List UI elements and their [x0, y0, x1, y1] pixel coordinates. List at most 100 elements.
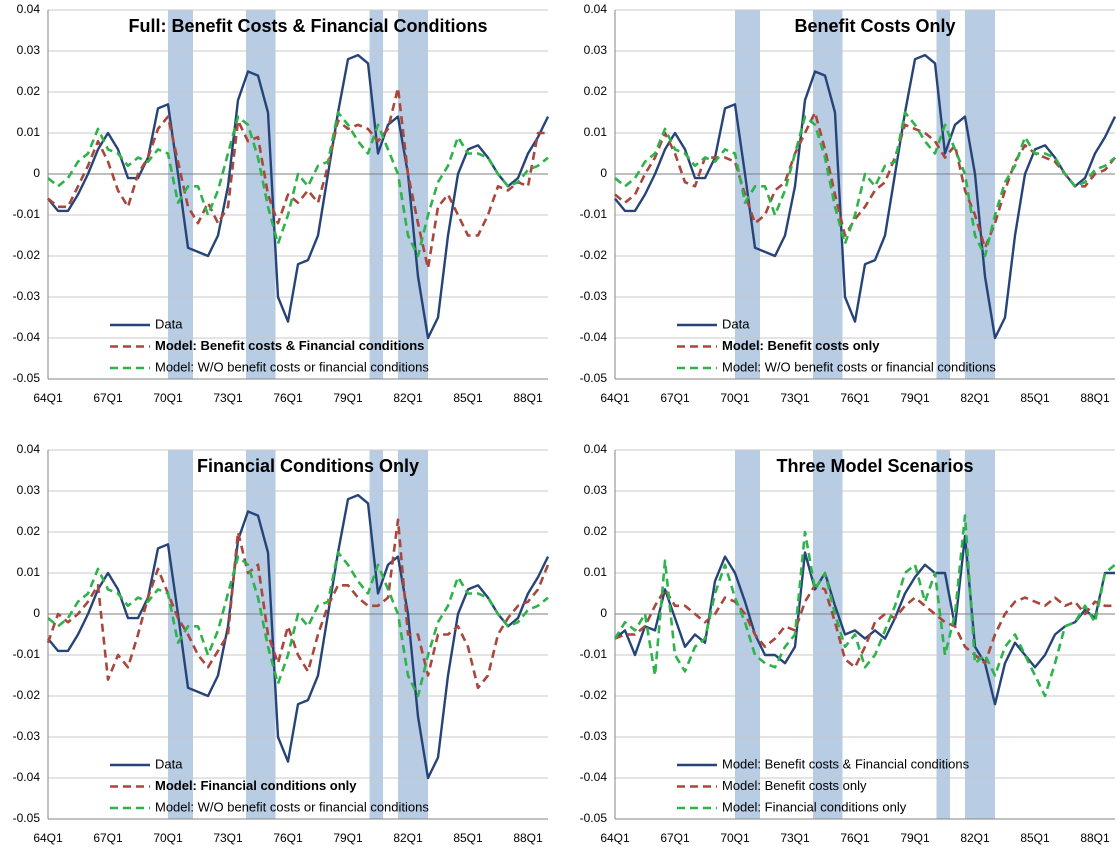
- x-tick-label: 79Q1: [333, 391, 363, 405]
- y-tick-label: 0.02: [584, 84, 608, 98]
- recession-band: [936, 10, 950, 379]
- y-tick-label: -0.05: [13, 811, 41, 825]
- recession-band: [398, 450, 428, 819]
- legend-label: Model: Financial conditions only: [155, 778, 357, 793]
- y-tick-label: -0.02: [13, 688, 41, 702]
- y-tick-label: -0.03: [580, 289, 608, 303]
- data-line: [613, 514, 1116, 698]
- y-tick-label: 0.03: [17, 43, 41, 57]
- legend-label: Model: Financial conditions only: [722, 799, 907, 814]
- chart-title: Full: Benefit Costs & Financial Conditio…: [128, 16, 487, 36]
- y-tick-label: -0.03: [13, 289, 41, 303]
- data-line: [614, 534, 1115, 706]
- x-tick-label: 82Q1: [393, 831, 423, 845]
- y-tick-label: -0.05: [580, 371, 608, 385]
- x-tick-label: 73Q1: [213, 391, 243, 405]
- y-tick-label: -0.02: [13, 248, 41, 262]
- x-tick-label: 76Q1: [840, 831, 870, 845]
- x-tick-label: 73Q1: [213, 831, 243, 845]
- x-tick-label: 70Q1: [153, 831, 183, 845]
- y-tick-label: -0.03: [13, 729, 41, 743]
- data-line: [47, 53, 550, 340]
- x-tick-label: 76Q1: [840, 391, 870, 405]
- y-tick-label: 0.01: [584, 125, 608, 139]
- y-tick-label: 0.02: [17, 84, 41, 98]
- y-tick-label: -0.04: [13, 330, 41, 344]
- x-tick-label: 67Q1: [660, 391, 690, 405]
- data-line: [47, 111, 549, 258]
- y-tick-label: 0: [33, 606, 40, 620]
- y-tick-label: 0.04: [584, 2, 608, 16]
- x-tick-label: 70Q1: [720, 831, 750, 845]
- x-tick-label: 88Q1: [1080, 391, 1110, 405]
- legend-label: Model: W/O benefit costs or financial co…: [155, 799, 429, 814]
- chart-title: Financial Conditions Only: [197, 456, 419, 476]
- recession-band: [813, 450, 843, 819]
- x-tick-label: 70Q1: [720, 391, 750, 405]
- y-tick-label: -0.03: [580, 729, 608, 743]
- x-tick-label: 85Q1: [1020, 391, 1050, 405]
- x-tick-label: 85Q1: [1020, 831, 1050, 845]
- recession-band: [965, 10, 995, 379]
- recession-band: [965, 450, 995, 819]
- y-tick-label: 0.01: [584, 565, 608, 579]
- legend-label: Data: [155, 316, 183, 331]
- recession-band: [813, 10, 843, 379]
- y-tick-label: 0.01: [17, 565, 41, 579]
- y-tick-label: -0.05: [13, 371, 41, 385]
- y-tick-label: -0.01: [13, 207, 41, 221]
- x-tick-label: 88Q1: [513, 831, 543, 845]
- data-line: [47, 86, 548, 270]
- legend-label: Model: W/O benefit costs or financial co…: [155, 359, 429, 374]
- y-tick-label: -0.04: [13, 770, 41, 784]
- x-tick-label: 79Q1: [900, 391, 930, 405]
- legend-label: Model: Benefit costs only: [722, 778, 867, 793]
- y-tick-label: -0.04: [580, 330, 608, 344]
- y-tick-label: 0.04: [584, 442, 608, 456]
- legend-label: Data: [722, 316, 750, 331]
- x-tick-label: 82Q1: [393, 391, 423, 405]
- y-tick-label: 0.04: [17, 2, 41, 16]
- data-line: [47, 493, 550, 780]
- y-tick-label: 0.03: [17, 483, 41, 497]
- chart-title: Benefit Costs Only: [794, 16, 955, 36]
- data-line: [614, 111, 1116, 258]
- x-tick-label: 82Q1: [960, 391, 990, 405]
- y-tick-label: 0: [600, 166, 607, 180]
- y-tick-label: 0.02: [584, 524, 608, 538]
- y-tick-label: 0: [33, 166, 40, 180]
- legend-label: Model: W/O benefit costs or financial co…: [722, 359, 996, 374]
- x-tick-label: 82Q1: [960, 831, 990, 845]
- legend-label: Model: Benefit costs & Financial conditi…: [722, 756, 970, 771]
- x-tick-label: 73Q1: [780, 391, 810, 405]
- x-tick-label: 64Q1: [600, 831, 630, 845]
- x-tick-label: 88Q1: [1080, 831, 1110, 845]
- x-tick-label: 85Q1: [453, 831, 483, 845]
- x-tick-label: 64Q1: [600, 391, 630, 405]
- x-tick-label: 67Q1: [93, 831, 123, 845]
- x-tick-label: 73Q1: [780, 831, 810, 845]
- x-tick-label: 79Q1: [900, 831, 930, 845]
- recession-band: [246, 10, 276, 379]
- data-line: [614, 584, 1115, 669]
- recession-band: [369, 10, 383, 379]
- y-tick-label: -0.01: [580, 207, 608, 221]
- x-tick-label: 67Q1: [93, 391, 123, 405]
- y-tick-label: -0.02: [580, 688, 608, 702]
- x-tick-label: 85Q1: [453, 391, 483, 405]
- y-tick-label: -0.05: [580, 811, 608, 825]
- y-tick-label: 0.04: [17, 442, 41, 456]
- chart-title: Three Model Scenarios: [776, 456, 973, 476]
- x-tick-label: 64Q1: [33, 831, 63, 845]
- y-tick-label: 0.03: [584, 483, 608, 497]
- y-tick-label: 0.01: [17, 125, 41, 139]
- recession-band: [246, 450, 276, 819]
- x-tick-label: 79Q1: [333, 831, 363, 845]
- x-tick-label: 64Q1: [33, 391, 63, 405]
- x-tick-label: 67Q1: [660, 831, 690, 845]
- data-line: [47, 551, 549, 698]
- data-line: [614, 53, 1117, 340]
- x-tick-label: 76Q1: [273, 831, 303, 845]
- legend-label: Model: Benefit costs & Financial conditi…: [155, 338, 424, 353]
